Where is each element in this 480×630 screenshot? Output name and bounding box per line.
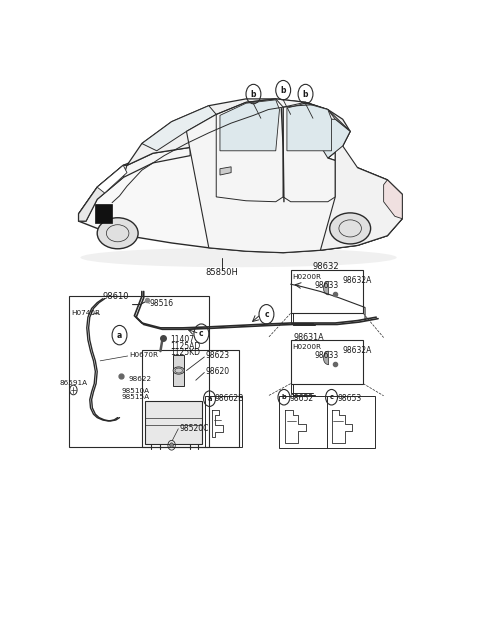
Polygon shape [97, 165, 127, 193]
Ellipse shape [97, 218, 138, 249]
Text: b: b [280, 86, 286, 94]
Polygon shape [127, 99, 350, 165]
Text: 98620: 98620 [205, 367, 229, 376]
Text: c: c [330, 394, 334, 400]
Text: c: c [199, 329, 204, 338]
Text: 98631A: 98631A [293, 333, 324, 341]
Polygon shape [220, 167, 231, 175]
Wedge shape [324, 281, 329, 295]
Polygon shape [287, 103, 332, 151]
Polygon shape [321, 119, 402, 250]
Ellipse shape [81, 248, 396, 267]
Text: 98652: 98652 [290, 394, 314, 403]
Bar [96, 204, 112, 222]
Text: H0200R: H0200R [292, 344, 321, 350]
Text: b: b [282, 394, 286, 400]
Text: 11407: 11407 [170, 336, 194, 345]
Text: c: c [264, 310, 269, 319]
Polygon shape [321, 119, 350, 158]
Circle shape [170, 443, 173, 448]
Text: 98632A: 98632A [343, 276, 372, 285]
Text: 98632: 98632 [312, 261, 339, 271]
Polygon shape [186, 99, 402, 253]
Polygon shape [384, 180, 402, 219]
Text: 86591A: 86591A [60, 380, 88, 386]
Polygon shape [79, 147, 190, 221]
Text: b: b [251, 89, 256, 98]
Polygon shape [142, 106, 216, 151]
Bar [173, 355, 184, 386]
Text: 98633: 98633 [315, 350, 339, 360]
Text: 1125AD: 1125AD [170, 342, 200, 351]
Text: 98623: 98623 [205, 352, 229, 360]
Text: 98622: 98622 [129, 375, 152, 382]
Text: 1125KD: 1125KD [170, 348, 200, 357]
Polygon shape [220, 100, 279, 151]
Polygon shape [79, 146, 402, 253]
Text: H0740R: H0740R [71, 311, 100, 316]
Text: a: a [117, 331, 122, 340]
Text: H0200R: H0200R [292, 274, 321, 280]
Bar [145, 401, 203, 444]
Text: 98516: 98516 [149, 299, 173, 308]
Text: 98662B: 98662B [215, 394, 244, 403]
Text: 85850H: 85850H [205, 268, 238, 277]
Text: 98633: 98633 [315, 281, 339, 290]
Text: 98510A: 98510A [121, 388, 149, 394]
Text: b: b [303, 89, 308, 98]
Text: 98515A: 98515A [121, 394, 149, 400]
Text: 98632A: 98632A [343, 346, 372, 355]
Text: 98653: 98653 [337, 394, 361, 403]
Polygon shape [79, 165, 127, 221]
Ellipse shape [173, 367, 184, 374]
Ellipse shape [330, 213, 371, 244]
Text: 98520C: 98520C [179, 424, 208, 433]
Text: 98610: 98610 [103, 292, 129, 301]
Text: a: a [207, 396, 212, 402]
Text: H0670R: H0670R [129, 352, 158, 358]
Wedge shape [324, 351, 329, 365]
